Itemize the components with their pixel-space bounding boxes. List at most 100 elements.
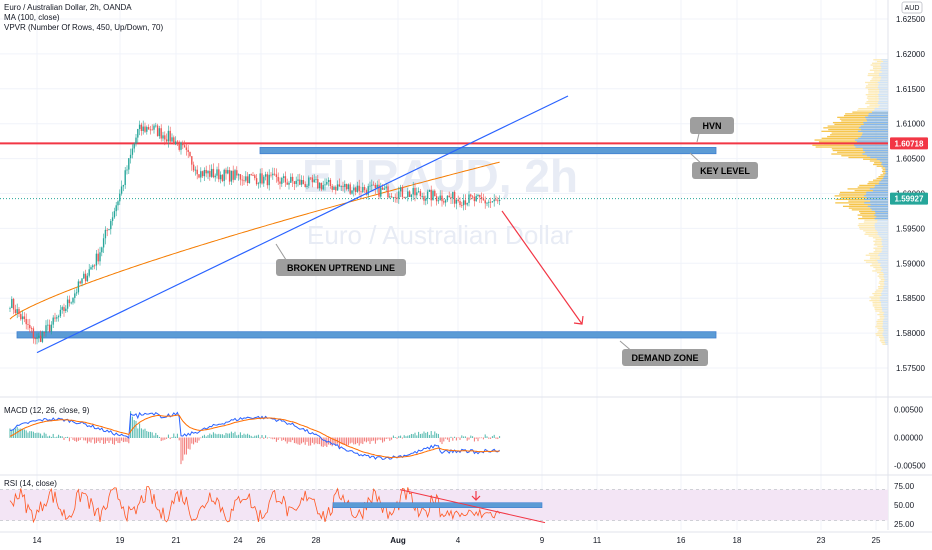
candle-body — [318, 182, 321, 189]
volume-bar-up — [869, 69, 888, 71]
volume-bar-down — [885, 170, 888, 173]
macd-histogram-bar — [256, 435, 258, 438]
macd-histogram-bar — [270, 437, 272, 439]
volume-bar-up — [827, 135, 888, 138]
demand-zone — [16, 331, 717, 339]
candle-body — [228, 170, 231, 182]
candle-body — [333, 186, 335, 190]
volume-bar-up — [872, 301, 888, 303]
candle-body — [261, 173, 263, 184]
volume-bar-down — [866, 120, 888, 122]
volume-bar-down — [881, 163, 888, 166]
candle-body — [351, 190, 353, 194]
candle-body — [309, 177, 312, 179]
candle-body — [21, 316, 24, 320]
macd-histogram-bar — [13, 429, 15, 438]
candle-body — [329, 179, 332, 186]
candle-body — [293, 181, 296, 184]
volume-bar-up — [869, 299, 888, 302]
macd-histogram-bar — [103, 437, 105, 444]
chart-title: Euro / Australian Dollar, 2h, OANDA — [4, 3, 132, 12]
macd-histogram-bar — [247, 433, 249, 438]
macd-histogram-bar — [216, 434, 218, 438]
macd-histogram-bar — [124, 437, 126, 442]
macd-histogram-bar — [23, 429, 25, 438]
candle-body — [232, 170, 234, 180]
time-axis: 14 19 21 24 26 28 Aug 4 9 11 16 18 23 25 — [33, 536, 881, 545]
volume-bar-down — [881, 294, 888, 297]
ma-label: MA (100, close) — [4, 13, 60, 22]
macd-histogram-bar — [99, 437, 101, 444]
macd-histogram-bar — [263, 437, 265, 439]
macd-histogram-bar — [416, 435, 418, 438]
volume-bar-up — [880, 284, 888, 286]
macd-histogram-bar — [95, 437, 97, 443]
macd-histogram-bar — [52, 433, 54, 438]
candle-body — [338, 184, 341, 187]
candle-body — [241, 179, 243, 181]
macd-histogram-bar — [27, 432, 29, 438]
volume-bar-down — [881, 237, 888, 239]
candle-body — [408, 191, 411, 197]
macd-histogram-bar — [9, 428, 11, 438]
volume-bar-down — [866, 118, 888, 120]
macd-histogram-bar — [133, 420, 135, 438]
candle-body — [140, 124, 143, 131]
candle-body — [336, 184, 339, 191]
volume-bar-down — [879, 299, 888, 302]
price-tick-label: 1.58500 — [896, 294, 925, 303]
volume-bar-up — [863, 158, 888, 160]
candle-body — [14, 309, 17, 314]
macd-histogram-bar — [292, 437, 294, 441]
volume-bar-up — [869, 160, 888, 162]
volume-bar-up — [845, 113, 888, 115]
time-tick-label: 14 — [33, 536, 42, 545]
volume-bar-down — [880, 270, 888, 272]
macd-histogram-bar — [493, 434, 495, 438]
candle-body — [45, 325, 47, 333]
volume-bar-down — [866, 193, 888, 195]
broken-uptrend-line — [36, 95, 569, 354]
candle-body — [340, 186, 342, 187]
volume-bar-up — [879, 312, 888, 314]
volume-bar-up — [865, 85, 888, 87]
candle-body — [464, 200, 467, 205]
candle-body — [423, 196, 425, 201]
candle-body — [182, 142, 184, 146]
candle-body — [452, 191, 454, 199]
candle-body — [304, 183, 306, 187]
candle-body — [495, 199, 497, 201]
candle-body — [416, 192, 418, 196]
macd-histogram-bar — [410, 433, 412, 438]
candle-body — [306, 185, 308, 187]
rsi-line — [9, 486, 500, 524]
macd-histogram-bar — [173, 433, 175, 438]
candle-body — [72, 297, 74, 303]
volume-bar-up — [868, 252, 888, 255]
macd-histogram-bar — [463, 436, 465, 438]
candle-body — [268, 174, 270, 186]
macd-histogram-bar — [180, 437, 182, 465]
volume-bar-up — [841, 155, 888, 157]
volume-bar-up — [849, 203, 888, 206]
volume-bar-up — [863, 259, 888, 262]
macd-histogram-bar — [479, 437, 481, 439]
volume-bar-up — [874, 162, 888, 164]
candle-body — [50, 324, 53, 332]
candle-body — [281, 177, 283, 184]
macd-histogram-bar — [374, 437, 376, 444]
volume-bar-up — [881, 167, 888, 169]
macd-histogram-bar — [495, 437, 497, 439]
volume-bar-up — [848, 200, 888, 202]
candle-body — [196, 169, 198, 175]
macd-histogram-bar — [160, 437, 162, 442]
volume-bar-up — [872, 270, 888, 272]
volume-bar-up — [867, 183, 888, 185]
volume-bar-up — [843, 114, 888, 117]
macd-histogram-bar — [182, 437, 184, 461]
volume-bar-up — [866, 101, 888, 103]
key-level-callout: KEY LEVEL — [689, 152, 758, 179]
rsi-legend: RSI (14, close) — [4, 479, 57, 489]
volume-bar-up — [832, 149, 888, 152]
candle-body — [162, 135, 164, 139]
